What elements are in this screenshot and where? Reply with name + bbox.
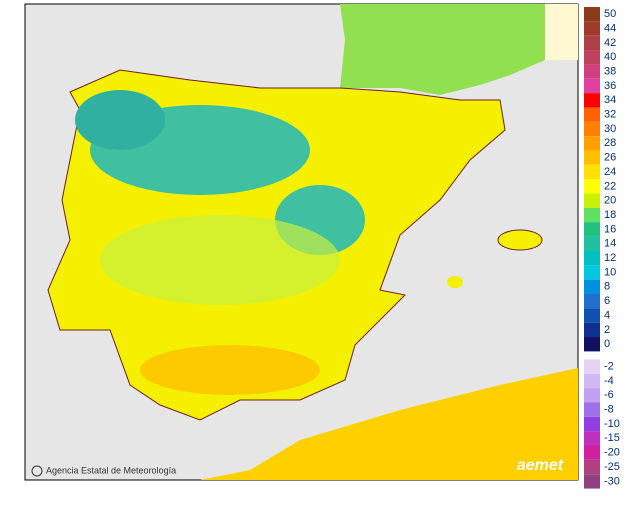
attribution: Agencia Estatal de Meteorología <box>46 465 176 475</box>
france <box>340 4 545 95</box>
legend-swatch <box>584 64 600 79</box>
legend-swatch <box>584 50 600 65</box>
france-east <box>545 4 578 60</box>
north-africa <box>200 368 578 480</box>
legend-label: -8 <box>604 404 614 416</box>
legend-label: -15 <box>604 432 620 444</box>
legend-label: 38 <box>604 65 616 77</box>
legend-swatch <box>584 193 600 208</box>
legend-label: 20 <box>604 195 616 207</box>
legend-label: 50 <box>604 8 616 20</box>
legend-swatch <box>584 279 600 294</box>
legend-swatch <box>584 265 600 280</box>
legend-label: 26 <box>604 152 616 164</box>
mallorca <box>497 229 543 251</box>
logo: aemet <box>517 457 564 474</box>
legend-label: 12 <box>604 252 616 264</box>
legend-label: 42 <box>604 37 616 49</box>
legend-swatch <box>584 474 600 489</box>
legend-swatch <box>584 250 600 266</box>
legend-swatch <box>584 121 600 137</box>
legend-swatch <box>584 431 600 446</box>
legend-label: 14 <box>604 238 616 250</box>
legend-swatch <box>584 337 600 352</box>
legend-swatch <box>584 7 600 22</box>
legend: 5044424038363432302826242220181614121086… <box>584 7 620 489</box>
legend-label: 18 <box>604 209 616 221</box>
legend-label: 4 <box>604 309 610 321</box>
legend-swatch <box>584 150 600 165</box>
legend-label: 22 <box>604 180 616 192</box>
legend-swatch <box>584 78 600 94</box>
legend-swatch <box>584 236 600 251</box>
legend-label: -2 <box>604 360 614 372</box>
legend-swatch <box>584 373 600 389</box>
legend-swatch <box>584 107 600 122</box>
legend-swatch <box>584 294 600 309</box>
legend-label: 40 <box>604 51 616 63</box>
legend-swatch <box>584 164 600 180</box>
legend-swatch <box>584 35 600 51</box>
legend-swatch <box>584 93 600 108</box>
legend-label: -25 <box>604 461 620 473</box>
legend-label: 30 <box>604 123 616 135</box>
legend-label: -6 <box>604 389 614 401</box>
legend-label: 16 <box>604 223 616 235</box>
legend-swatch <box>584 322 600 338</box>
legend-swatch <box>584 308 600 323</box>
meseta-zone <box>100 215 340 305</box>
legend-swatch <box>584 222 600 237</box>
legend-swatch <box>584 459 600 475</box>
ibiza <box>447 276 463 288</box>
legend-swatch <box>584 445 600 460</box>
copyright-icon <box>31 465 43 477</box>
legend-label: -20 <box>604 447 620 459</box>
south-warm-zone <box>140 345 320 395</box>
legend-label: 10 <box>604 266 616 278</box>
legend-label: 44 <box>604 22 616 34</box>
legend-swatch <box>584 402 600 417</box>
legend-swatch <box>584 416 600 432</box>
legend-label: 0 <box>604 338 610 350</box>
legend-swatch <box>584 359 600 374</box>
legend-swatch <box>584 21 600 36</box>
legend-swatch <box>584 207 600 223</box>
legend-label: 8 <box>604 281 610 293</box>
legend-label: 32 <box>604 109 616 121</box>
legend-label: -10 <box>604 418 620 430</box>
legend-label: 36 <box>604 80 616 92</box>
legend-label: 6 <box>604 295 610 307</box>
legend-label: -4 <box>604 375 614 387</box>
legend-swatch <box>584 179 600 194</box>
legend-label: 24 <box>604 166 616 178</box>
legend-swatch <box>584 388 600 403</box>
legend-label: 34 <box>604 94 616 106</box>
legend-label: 2 <box>604 324 610 336</box>
legend-label: -30 <box>604 475 620 487</box>
legend-swatch <box>584 136 600 151</box>
legend-label: 28 <box>604 137 616 149</box>
galicia-zone <box>75 90 165 150</box>
